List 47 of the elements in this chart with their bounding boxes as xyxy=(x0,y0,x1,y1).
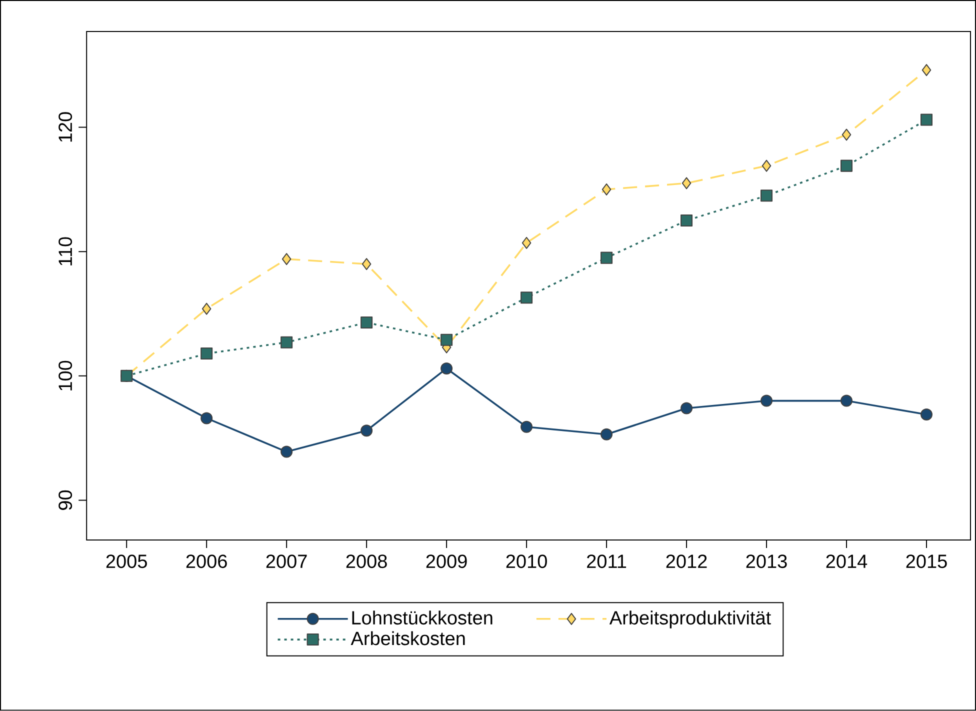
x-tick-label: 2013 xyxy=(746,554,787,568)
point xyxy=(920,114,933,126)
x-tick-label: 2007 xyxy=(266,554,307,568)
x-tick-label: 2008 xyxy=(346,554,387,568)
x-tick-label: 2006 xyxy=(186,554,227,568)
point xyxy=(440,334,453,346)
y-tick-label: 110 xyxy=(58,237,72,266)
point xyxy=(280,336,293,349)
point xyxy=(680,214,693,227)
point xyxy=(440,362,453,375)
point xyxy=(282,253,292,266)
x-tick-label: 2011 xyxy=(587,554,626,568)
legend-label: Arbeitsproduktivität xyxy=(609,610,771,628)
legend-label: Lohnstückkosten xyxy=(352,610,492,625)
x-tick-label: 2009 xyxy=(426,554,467,568)
x-tick-label: 2012 xyxy=(666,554,707,568)
point xyxy=(600,428,613,441)
point xyxy=(760,190,773,202)
point xyxy=(360,316,373,329)
x-tick-label: 2005 xyxy=(106,554,147,568)
x-tick-label: 2014 xyxy=(826,554,868,568)
point xyxy=(760,394,773,407)
point xyxy=(200,412,213,424)
point xyxy=(922,64,932,76)
point xyxy=(600,252,613,264)
point xyxy=(682,177,692,190)
y-tick-label: 100 xyxy=(58,360,72,390)
point xyxy=(280,446,293,458)
point xyxy=(840,160,853,172)
y-tick-label: 90 xyxy=(58,490,72,510)
point xyxy=(602,184,612,196)
point xyxy=(202,302,212,315)
point xyxy=(762,160,772,172)
y-tick-label: 120 xyxy=(58,112,72,142)
legend-label: Arbeitskosten xyxy=(350,631,465,646)
x-tick-label: 2015 xyxy=(906,554,947,568)
point xyxy=(920,408,933,421)
point xyxy=(842,128,852,141)
point xyxy=(362,258,372,270)
point xyxy=(522,237,532,250)
x-tick-label: 2010 xyxy=(506,554,547,568)
point xyxy=(680,402,693,414)
point xyxy=(360,424,373,437)
point xyxy=(200,348,213,360)
point xyxy=(520,292,533,304)
point xyxy=(520,421,533,434)
point xyxy=(840,394,853,407)
